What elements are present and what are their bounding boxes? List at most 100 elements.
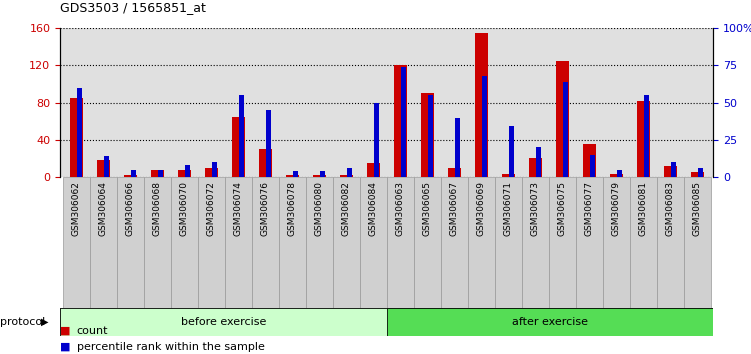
Bar (77, 88, 82, 177)
Bar (60, 308, 387, 336)
Text: GSM306079: GSM306079 (612, 181, 621, 236)
Text: GSM306071: GSM306071 (504, 181, 513, 236)
Text: GSM306081: GSM306081 (639, 181, 648, 236)
Bar (143, 177, 170, 308)
Bar (333, 177, 360, 308)
Text: GSM306080: GSM306080 (315, 181, 324, 236)
Text: GSM306062: GSM306062 (72, 181, 81, 236)
Bar (131, 170, 135, 177)
Bar (306, 177, 333, 308)
Bar (576, 177, 603, 308)
Text: GSM306076: GSM306076 (261, 181, 270, 236)
Text: GSM306078: GSM306078 (288, 181, 297, 236)
Bar (617, 170, 622, 177)
Bar (455, 118, 460, 177)
Bar (97, 160, 110, 177)
Text: GSM306070: GSM306070 (179, 181, 189, 236)
Text: GSM306083: GSM306083 (665, 181, 674, 236)
Text: before exercise: before exercise (181, 317, 266, 327)
Bar (429, 95, 433, 177)
Bar (509, 126, 514, 177)
Bar (213, 162, 216, 177)
Text: GSM306077: GSM306077 (585, 181, 594, 236)
Bar (267, 110, 270, 177)
Bar (394, 65, 407, 177)
Bar (366, 163, 380, 177)
Bar (285, 175, 299, 177)
Bar (240, 95, 243, 177)
Text: count: count (77, 326, 108, 336)
Text: GSM306063: GSM306063 (396, 181, 405, 236)
Text: GSM306075: GSM306075 (558, 181, 567, 236)
Text: GSM306073: GSM306073 (531, 181, 540, 236)
Bar (529, 159, 542, 177)
Text: ▶: ▶ (41, 317, 49, 327)
Bar (204, 168, 218, 177)
Bar (683, 177, 710, 308)
Bar (321, 171, 324, 177)
Bar (123, 175, 137, 177)
Bar (448, 168, 461, 177)
Bar (70, 98, 83, 177)
Bar (475, 33, 488, 177)
Text: GSM306082: GSM306082 (342, 181, 351, 236)
Text: after exercise: after exercise (512, 317, 588, 327)
Bar (170, 177, 198, 308)
Bar (414, 177, 441, 308)
Bar (637, 101, 650, 177)
Bar (495, 177, 522, 308)
Text: protocol: protocol (0, 317, 45, 327)
Bar (279, 177, 306, 308)
Bar (644, 95, 649, 177)
Bar (536, 147, 541, 177)
Text: GSM306068: GSM306068 (152, 181, 161, 236)
Bar (610, 174, 623, 177)
Text: GSM306067: GSM306067 (450, 181, 459, 236)
Bar (690, 172, 704, 177)
Bar (563, 82, 568, 177)
Text: GSM306069: GSM306069 (477, 181, 486, 236)
Bar (421, 93, 434, 177)
Text: GSM306084: GSM306084 (369, 181, 378, 236)
Bar (339, 175, 353, 177)
Bar (522, 177, 549, 308)
Bar (198, 177, 225, 308)
Text: GSM306065: GSM306065 (423, 181, 432, 236)
Bar (231, 116, 245, 177)
Bar (177, 170, 191, 177)
Bar (387, 308, 713, 336)
Bar (698, 168, 702, 177)
Bar (375, 103, 379, 177)
Bar (556, 61, 569, 177)
Bar (150, 170, 164, 177)
Bar (185, 165, 189, 177)
Bar (468, 177, 495, 308)
Bar (116, 177, 143, 308)
Bar (252, 177, 279, 308)
Text: ■: ■ (60, 342, 71, 352)
Bar (348, 168, 351, 177)
Text: GSM306072: GSM306072 (207, 181, 216, 236)
Bar (590, 155, 595, 177)
Bar (402, 67, 406, 177)
Text: percentile rank within the sample: percentile rank within the sample (77, 342, 264, 352)
Text: GDS3503 / 1565851_at: GDS3503 / 1565851_at (60, 1, 206, 14)
Bar (258, 149, 272, 177)
Bar (158, 170, 162, 177)
Text: GSM306074: GSM306074 (234, 181, 243, 236)
Bar (63, 177, 90, 308)
Text: ■: ■ (60, 326, 71, 336)
Bar (482, 76, 487, 177)
Text: GSM306085: GSM306085 (692, 181, 701, 236)
Bar (583, 144, 596, 177)
Bar (657, 177, 683, 308)
Bar (294, 171, 297, 177)
Bar (225, 177, 252, 308)
Bar (630, 177, 657, 308)
Text: GSM306066: GSM306066 (125, 181, 134, 236)
Bar (312, 175, 326, 177)
Bar (360, 177, 387, 308)
Bar (663, 166, 677, 177)
Bar (603, 177, 630, 308)
Bar (441, 177, 468, 308)
